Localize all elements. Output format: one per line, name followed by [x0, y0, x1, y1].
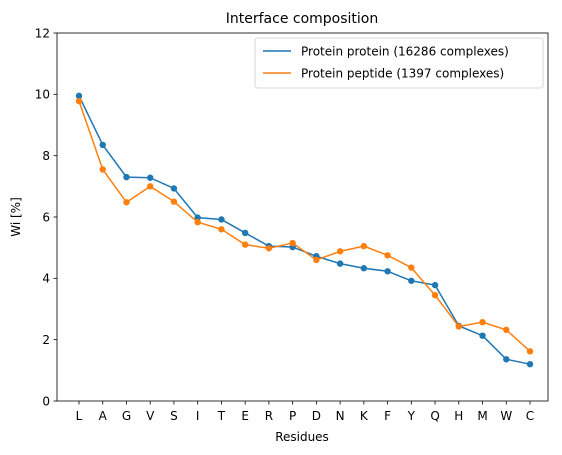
x-tick-label: M — [477, 409, 487, 423]
x-tick-label: P — [289, 409, 296, 423]
series-line-2 — [78, 100, 531, 352]
y-tick-label: 10 — [35, 88, 50, 102]
data-point — [479, 318, 486, 326]
data-point — [503, 326, 510, 334]
y-tick-label: 4 — [42, 272, 50, 286]
x-tick-label: Q — [430, 409, 439, 423]
data-point — [170, 198, 178, 205]
x-tick-label: D — [312, 409, 321, 423]
y-tick-label: 12 — [35, 26, 50, 40]
data-point — [99, 141, 106, 149]
x-tick-label: F — [384, 409, 391, 423]
data-point — [503, 356, 510, 363]
x-tick-label: N — [336, 409, 345, 423]
x-tick-label: H — [454, 409, 463, 423]
data-point — [431, 292, 439, 299]
data-point — [123, 199, 130, 206]
plot-area: 0 2 4 6 8 10 12 L A G V S I T E R P D N K F Y Q H M W C — [35, 26, 549, 423]
x-tick-label: E — [241, 409, 249, 423]
data-point — [194, 219, 201, 226]
data-point — [147, 174, 154, 181]
legend-entry: Protein protein (16286 complexes) — [301, 44, 509, 58]
data-point — [99, 166, 106, 173]
legend-entry: Protein peptide (1397 complexes) — [301, 66, 504, 80]
data-point — [313, 256, 320, 264]
data-point — [336, 248, 344, 255]
y-axis-label: Wi [%] — [9, 197, 23, 237]
y-tick-label: 6 — [42, 210, 50, 224]
x-tick-label: W — [500, 409, 512, 423]
data-point — [75, 92, 83, 100]
data-point — [384, 252, 391, 259]
y-tick-label: 2 — [42, 333, 50, 347]
data-point — [241, 241, 249, 248]
data-point — [147, 183, 154, 190]
x-tick-label: S — [170, 409, 178, 423]
x-tick-label: R — [265, 409, 273, 423]
x-tick-label: K — [360, 409, 369, 423]
data-point — [360, 242, 368, 250]
x-tick-label: Y — [407, 409, 416, 423]
data-point — [431, 281, 439, 289]
legend: Protein protein (16286 complexes) Protein… — [254, 37, 544, 89]
x-tick-label: G — [122, 409, 131, 423]
legend-box — [254, 37, 544, 89]
x-tick-label: C — [526, 409, 534, 423]
data-point — [265, 245, 273, 252]
series-line-1 — [78, 95, 531, 365]
data-point — [218, 216, 225, 223]
x-tick-label: V — [146, 409, 155, 423]
data-point — [479, 332, 486, 339]
data-point — [75, 97, 83, 105]
y-tick-label: 0 — [42, 394, 50, 408]
x-tick-label: T — [217, 409, 226, 423]
data-point — [408, 277, 415, 284]
data-point — [170, 185, 178, 192]
x-tick-label: I — [196, 409, 200, 423]
x-tick-label: A — [99, 409, 108, 423]
data-point — [455, 323, 462, 330]
y-tick-label: 8 — [42, 149, 50, 163]
data-point — [241, 229, 249, 237]
data-point — [218, 226, 225, 233]
data-point — [123, 173, 130, 181]
chart-title: Interface composition — [226, 11, 378, 27]
data-point — [526, 361, 534, 368]
data-point — [384, 268, 391, 275]
data-point — [289, 239, 296, 247]
data-point — [194, 214, 201, 221]
data-point — [336, 260, 344, 267]
data-point — [360, 265, 368, 272]
data-point — [526, 348, 534, 355]
data-point — [408, 264, 415, 271]
x-tick-label: L — [76, 409, 83, 423]
x-axis-label: Residues — [275, 430, 329, 444]
